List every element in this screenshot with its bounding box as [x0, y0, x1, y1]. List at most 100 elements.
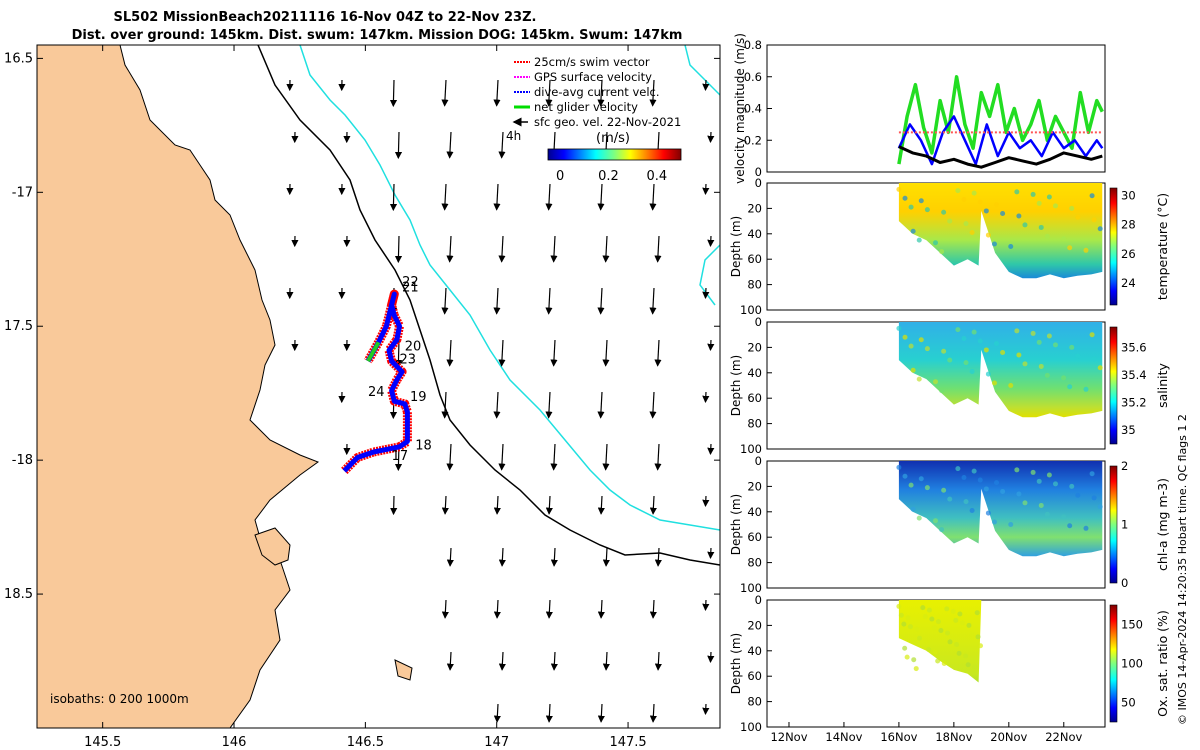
profile-sample-dot — [1038, 224, 1044, 230]
profile-sample-dot — [971, 329, 977, 335]
profile-sample-dot — [985, 510, 991, 516]
profile-sample-dot — [1097, 504, 1103, 510]
sfc-velocity-arrow — [545, 391, 553, 419]
profile-colorbar-tick-label: 50 — [1121, 696, 1136, 710]
date-xtick-label: 18Nov — [935, 730, 972, 744]
sfc-velocity-arrow — [654, 651, 662, 671]
day-label: 17 — [392, 449, 409, 464]
sfc-velocity-arrow — [702, 183, 710, 196]
profile-sample-dot — [941, 487, 947, 493]
speed-colorbar-tick-label: 0 — [556, 169, 564, 184]
profile-sample-dot — [961, 197, 967, 203]
profile-sample-dot — [939, 249, 945, 255]
map-ytick-label: -18 — [12, 453, 33, 468]
sfc-velocity-arrow — [550, 235, 558, 263]
sfc-velocity-arrow — [389, 79, 398, 108]
profile-sample-dot — [916, 515, 922, 521]
profile-ytick-label: 80 — [747, 417, 762, 431]
isobath-200m — [257, 45, 720, 566]
profile-sample-dot — [975, 634, 981, 640]
profile-sample-dot — [1030, 191, 1036, 197]
profile-sample-dot — [977, 477, 983, 483]
colorbar-label: (m/s) — [596, 131, 630, 146]
sfc-velocity-arrow — [441, 599, 449, 619]
profile-sample-dot — [898, 612, 904, 618]
legend-label: net glider velocity — [534, 100, 638, 114]
profile-sample-dot — [1083, 386, 1089, 392]
profile-sample-dot — [1044, 372, 1050, 378]
profile-sample-dot — [941, 348, 947, 354]
profile-colorbar-tick-label: 2 — [1121, 459, 1128, 473]
profile-sample-dot — [957, 611, 963, 617]
map-frame — [36, 44, 721, 729]
profile-ytick-label: 60 — [747, 530, 762, 544]
sfc-velocity-arrow — [649, 183, 657, 211]
profile-sample-dot — [1030, 469, 1036, 475]
profile-sample-dot — [933, 240, 939, 246]
profile-sample-dot — [1014, 467, 1020, 473]
profile-sample-dot — [1091, 217, 1097, 223]
sfc-velocity-arrow — [597, 79, 605, 107]
profile-sample-dot — [947, 357, 953, 363]
profile-sample-dot — [947, 218, 953, 224]
sfc-velocity-arrow — [602, 443, 610, 471]
profile-sample-dot — [947, 639, 953, 645]
profile-sample-dot — [1014, 189, 1020, 195]
sfc-velocity-arrow — [702, 287, 710, 300]
isobaths-label: isobaths: 0 200 1000m — [50, 692, 189, 706]
sfc-velocity-arrow — [493, 79, 501, 107]
profile-sample-dot — [939, 388, 945, 394]
map-ytick-label: 17.5 — [4, 319, 33, 334]
hinchinbrook-island — [254, 527, 291, 566]
sfc-velocity-arrow — [545, 183, 553, 211]
salinity-panel: 0 20 40 60 80 100 Depth (m) 35.6 35.4 35.2 35 salin… — [729, 315, 1170, 456]
profile-sample-dot — [983, 486, 989, 492]
profile-sample-dot — [947, 496, 953, 502]
profile-sample-dot — [954, 641, 960, 647]
sfc-velocity-arrow — [498, 443, 506, 471]
profile-sample-dot — [971, 190, 977, 196]
title-line-2: Dist. over ground: 145km. Dist. swum: 14… — [72, 28, 683, 43]
sfc-velocity-arrow — [545, 495, 553, 515]
profile-ytick-label: 100 — [740, 720, 762, 734]
sfc-velocity-arrow — [498, 235, 506, 263]
velocity-series-line — [898, 145, 1103, 169]
profile-data-field — [898, 322, 1103, 418]
profile-ytick-label: 20 — [747, 340, 762, 354]
profile-sample-dot — [933, 518, 939, 524]
map-xtick-label: 145.5 — [84, 735, 121, 750]
profile-sample-dot — [932, 649, 938, 655]
profile-colorbar-tick-label: 150 — [1121, 618, 1143, 632]
profile-colorbar-label: Ox. sat. ratio (%) — [1155, 610, 1170, 717]
profile-ytick-label: 0 — [755, 593, 762, 607]
profile-sample-dot — [963, 360, 969, 366]
velocity-ytick-label: 0.4 — [744, 102, 762, 116]
profile-colorbar-label: temperature (°C) — [1155, 193, 1170, 300]
profile-sample-dot — [1000, 488, 1006, 494]
speed-colorbar — [547, 148, 682, 161]
sfc-velocity-arrow — [654, 235, 662, 263]
sfc-velocity-arrow — [441, 79, 449, 107]
profile-sample-dot — [939, 527, 945, 533]
sfc-velocity-arrow — [545, 287, 553, 315]
date-xtick-label: 14Nov — [825, 730, 862, 744]
profile-sample-dot — [902, 473, 908, 479]
profile-sample-dot — [1044, 511, 1050, 517]
profile-sample-dot — [994, 202, 1000, 208]
sfc-velocity-arrow — [702, 599, 710, 612]
map-xtick-label: 147 — [484, 735, 509, 750]
profile-sample-dot — [902, 334, 908, 340]
sfc-velocity-arrow — [446, 651, 454, 671]
sfc-velocity-arrow — [498, 131, 506, 159]
profile-sample-dot — [933, 379, 939, 385]
profile-sample-dot — [938, 627, 944, 633]
profile-sample-dot — [916, 376, 922, 382]
map-ytick-label: 18.5 — [4, 587, 33, 602]
sfc-velocity-arrow — [654, 443, 662, 471]
profile-sample-dot — [1091, 495, 1097, 501]
profile-sample-dot — [917, 635, 923, 641]
sfc-velocity-arrow — [707, 339, 715, 352]
profile-ytick-label: 60 — [747, 391, 762, 405]
sfc-velocity-arrow — [707, 547, 715, 560]
